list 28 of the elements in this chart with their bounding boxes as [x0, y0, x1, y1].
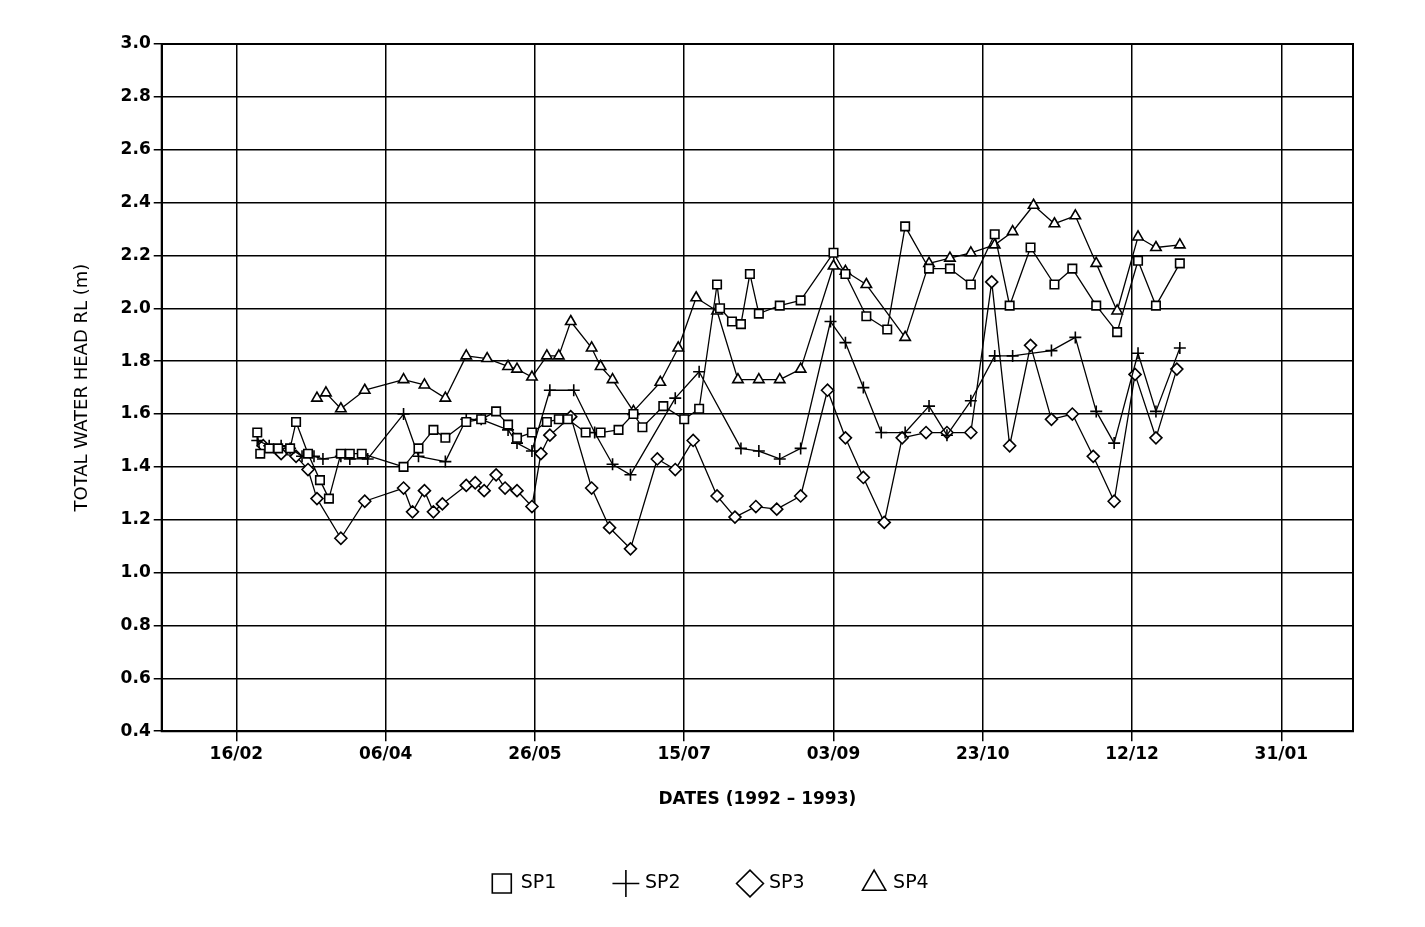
y-tick-label: 1.8: [120, 349, 151, 370]
y-axis-title: TOTAL WATER HEAD RL (m): [70, 263, 92, 513]
y-tick-label: 2.4: [120, 191, 151, 212]
legend-label: SP4: [893, 870, 929, 893]
y-tick-label: 0.8: [120, 613, 151, 634]
x-tick-label: 12/12: [1105, 742, 1159, 763]
y-tick-label: 0.6: [120, 666, 151, 687]
legend-label: SP3: [769, 870, 805, 893]
legend-label: SP2: [644, 870, 681, 893]
y-tick-label: 1.6: [120, 402, 151, 423]
x-tick-label: 03/09: [806, 742, 861, 763]
x-axis-title: DATES (1992 – 1993): [658, 788, 857, 809]
legend-label: SP1: [520, 870, 557, 893]
x-tick-label: 26/05: [508, 742, 562, 763]
x-tick-label: 31/01: [1254, 742, 1309, 763]
x-tick-label: 16/02: [209, 742, 264, 763]
y-tick-label: 1.4: [120, 455, 151, 476]
y-tick-label: 1.0: [120, 561, 151, 582]
x-tick-label: 15/07: [657, 742, 711, 763]
y-tick-label: 2.6: [120, 138, 151, 159]
x-tick-label: 06/04: [358, 742, 413, 763]
y-tick-label: 2.8: [120, 85, 151, 106]
y-tick-label: 2.0: [120, 296, 151, 317]
x-tick-label: 23/10: [956, 742, 1010, 763]
y-tick-label: 2.2: [120, 243, 151, 264]
y-tick-label: 1.2: [120, 508, 151, 529]
y-tick-label: 0.4: [120, 719, 151, 740]
y-tick-label: 3.0: [120, 32, 151, 53]
